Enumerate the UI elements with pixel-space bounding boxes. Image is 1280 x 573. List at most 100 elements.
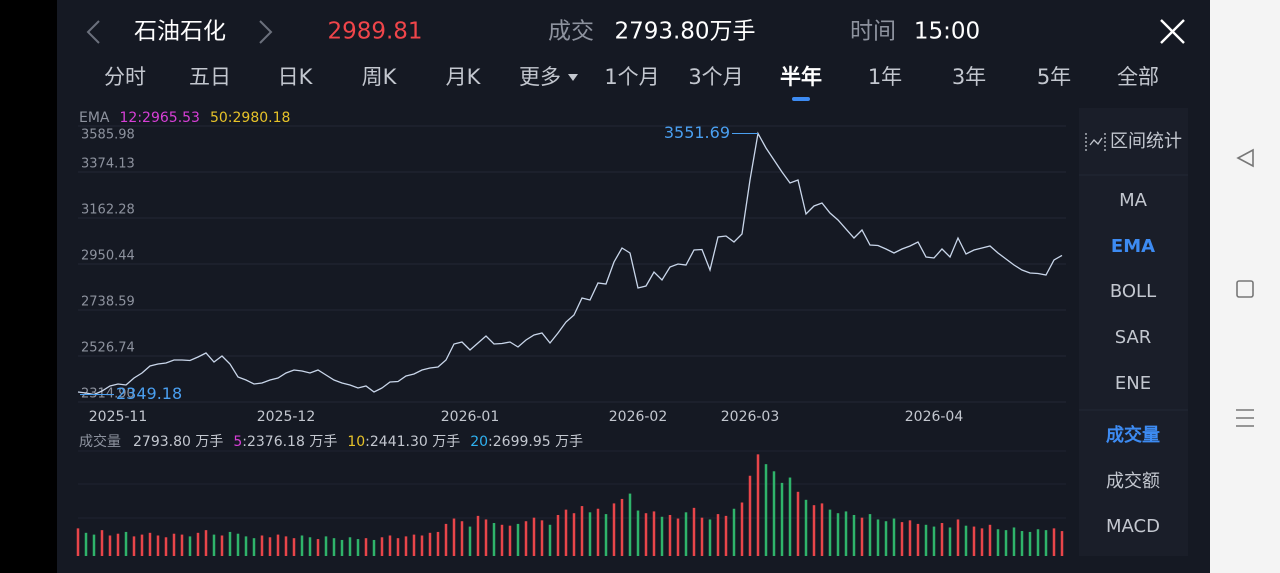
volume-bar — [1004, 530, 1008, 556]
side-menu-item[interactable]: MA — [1119, 190, 1148, 211]
volume-bar — [84, 532, 88, 556]
volume-bar — [996, 529, 1000, 556]
side-menu-item[interactable]: BOLL — [1110, 281, 1156, 302]
volume-bar — [900, 522, 904, 556]
tab[interactable]: 全部 — [1117, 65, 1159, 89]
volume-bar — [772, 471, 776, 556]
prev-stock[interactable] — [86, 20, 100, 44]
volume-bar — [436, 531, 440, 556]
volume: 2793.80万手 — [614, 19, 755, 45]
price: 2989.81 — [327, 19, 422, 45]
volume-bar — [260, 535, 264, 556]
legend-key: 50 — [210, 110, 228, 126]
volume-bar — [716, 514, 720, 556]
side-menu-item[interactable]: ENE — [1115, 373, 1151, 394]
legend-current: 2793.80 万手 — [133, 434, 223, 450]
side-menu-item[interactable]: EMA — [1111, 236, 1155, 257]
tab[interactable]: 1个月 — [604, 65, 659, 89]
volume-bar — [884, 521, 888, 556]
volume-bar — [956, 519, 960, 556]
side-menu-item[interactable]: MACD — [1106, 516, 1160, 537]
x-tick-label: 2026-03 — [721, 409, 780, 425]
volume-bar — [492, 523, 496, 556]
y-tick-label: 3374.13 — [81, 157, 135, 172]
volume-bar — [932, 526, 936, 556]
tab[interactable]: 5年 — [1037, 65, 1071, 89]
volume-bar — [972, 526, 976, 556]
stock-name: 石油石化 — [134, 19, 226, 45]
volume-bar — [892, 518, 896, 556]
tab[interactable]: 1年 — [868, 65, 902, 89]
volume-bar — [724, 515, 728, 556]
tab[interactable]: 分时 — [104, 65, 146, 89]
price-line — [77, 131, 1063, 396]
y-tick-label: 2738.59 — [81, 295, 135, 310]
side-menu-item[interactable]: 成交额 — [1106, 471, 1160, 492]
volume-bar — [588, 512, 592, 556]
legend-value: :2376.18 万手 — [242, 434, 337, 450]
volume-bar — [212, 534, 216, 556]
volume-bar — [148, 532, 152, 556]
time-label: 时间 — [850, 19, 896, 45]
tab[interactable]: 更多 — [519, 65, 561, 89]
tab[interactable]: 3年 — [952, 65, 986, 89]
volume-bar — [868, 514, 872, 556]
side-menu-item[interactable]: 区间统计 — [1110, 131, 1182, 152]
legend-value: :2980.18 — [228, 110, 291, 126]
volume-bar — [780, 482, 784, 556]
volume-bar — [572, 513, 576, 556]
volume-bar — [668, 514, 672, 556]
volume-bar — [516, 523, 520, 556]
x-tick-label: 2025-11 — [89, 409, 148, 425]
volume-bar — [644, 513, 648, 556]
volume-bar — [980, 528, 984, 556]
volume-bar — [308, 537, 312, 556]
legend-label: 成交量 — [79, 433, 121, 450]
volume-bar — [92, 534, 96, 556]
tab[interactable]: 月K — [446, 65, 482, 89]
volume-bar — [404, 536, 408, 556]
stats-icon — [1085, 133, 1106, 151]
volume-bar — [468, 526, 472, 556]
nav-bar — [1210, 0, 1280, 573]
legend-key: 20 — [470, 434, 488, 450]
next-stock[interactable] — [259, 20, 273, 44]
tab[interactable]: 3个月 — [688, 65, 743, 89]
volume-bar — [164, 537, 168, 556]
y-tick-label: 2314.90 — [81, 387, 135, 402]
x-tick-label: 2026-04 — [905, 409, 964, 425]
tab[interactable]: 五日 — [189, 65, 231, 89]
volume-bar — [452, 518, 456, 556]
volume-bar — [620, 498, 624, 556]
nav-home[interactable] — [1236, 280, 1254, 298]
volume-bar — [652, 511, 656, 556]
nav-menu[interactable] — [1236, 409, 1254, 427]
y-tick-label: 2950.44 — [81, 249, 135, 264]
nav-back[interactable] — [1236, 148, 1254, 168]
side-panel — [1079, 108, 1188, 556]
volume-bar — [364, 538, 368, 556]
volume-bar — [204, 530, 208, 556]
volume-bar — [580, 506, 584, 556]
volume-bar — [340, 539, 344, 556]
volume-bar — [1060, 531, 1064, 556]
volume-bar — [108, 535, 112, 556]
volume-bar — [708, 519, 712, 556]
volume-bar — [796, 491, 800, 556]
volume-bar — [1036, 529, 1040, 556]
volume-bar — [740, 502, 744, 556]
legend-key: 5 — [233, 434, 242, 450]
volume-label: 成交 — [548, 19, 594, 45]
side-menu-item[interactable]: 成交量 — [1106, 424, 1160, 446]
y-tick-label: 3585.98 — [81, 128, 135, 143]
close-button[interactable] — [1160, 19, 1185, 44]
legend: EMA 12:2965.53 50:2980.18 — [79, 110, 290, 126]
tab[interactable]: 日K — [278, 65, 314, 89]
tab[interactable]: 周K — [362, 65, 398, 89]
tab-indicator — [792, 97, 810, 101]
volume-bar — [188, 536, 192, 556]
volume-bar — [876, 519, 880, 556]
side-menu-item[interactable]: SAR — [1115, 327, 1152, 348]
tab[interactable]: 半年 — [780, 65, 822, 89]
volume-bar — [692, 507, 696, 556]
